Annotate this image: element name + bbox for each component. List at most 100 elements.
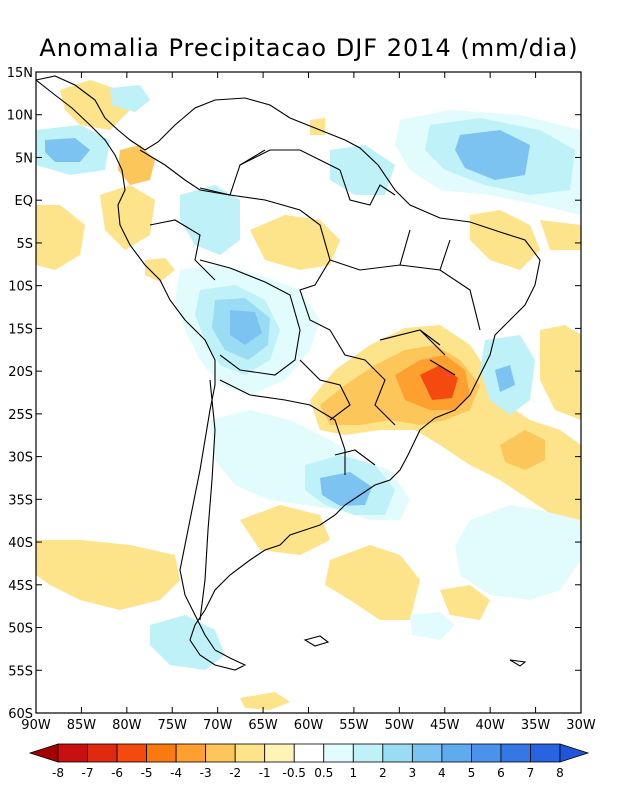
dry-patch-south-atlantic-2	[440, 585, 490, 620]
dry-patch-northeast-brazil	[470, 210, 540, 270]
lon-label: 60W	[294, 718, 324, 733]
dry-patch-pacific-equator	[36, 205, 85, 270]
colorbar-low-triangle	[28, 743, 59, 763]
lat-label: 40S	[8, 536, 33, 551]
colorbar-label: 0.5	[314, 766, 333, 780]
lat-label: 30S	[8, 451, 33, 466]
chile-border	[199, 379, 216, 621]
lat-label: 10S	[8, 280, 33, 295]
lat-label: 25S	[8, 408, 33, 423]
colorbar-swatch	[471, 743, 502, 763]
colorbar-label: -0.5	[283, 766, 306, 780]
dry-patch-ecuador	[100, 185, 155, 250]
coastlines-and-borders	[36, 75, 541, 671]
dry-patch-northwest-colombia-2	[118, 145, 155, 185]
colorbar-label: -5	[141, 766, 153, 780]
lon-label: 40W	[475, 718, 505, 733]
lat-label: 50S	[8, 622, 33, 637]
lon-label: 75W	[158, 718, 188, 733]
lon-label: 90W	[21, 718, 51, 733]
colorbar-swatch	[205, 743, 236, 763]
lon-label: 65W	[248, 718, 278, 733]
lon-label: 45W	[430, 718, 460, 733]
dry-patch-amazon	[250, 215, 340, 270]
colorbar-swatch	[116, 743, 147, 763]
colorbar-swatch	[411, 743, 443, 763]
colorbar-swatch	[323, 743, 354, 763]
wet-patch-atlantic-east-core	[495, 365, 515, 392]
map-title: Anomalia Precipitacao DJF 2014 (mm/dia)	[39, 34, 579, 62]
wet-patch-south-pacific	[410, 612, 455, 640]
lon-label: 55W	[339, 718, 369, 733]
peru-border	[149, 219, 216, 281]
bolivia-border	[199, 259, 301, 376]
lat-label: 5S	[16, 237, 33, 252]
venezuela-border	[239, 149, 341, 171]
south-america-coastline	[36, 75, 541, 671]
dry-patch-atlantic-north	[540, 220, 581, 250]
lat-label: EQ	[15, 194, 33, 209]
colorbar-swatch	[264, 743, 295, 763]
brazil-border	[199, 187, 396, 426]
dry-patch-patagonia-pacific	[36, 540, 180, 610]
lat-label: 20S	[8, 365, 33, 380]
colorbar: -8 -7 -6 -5 -4 -3 -2 -1 -0.5 0.5 1 2 3 4 5 6 7 8	[28, 743, 590, 780]
wet-patch-bolivia-core	[230, 310, 262, 345]
colorbar-label: 5	[468, 766, 476, 780]
lat-label: 45S	[8, 579, 33, 594]
wet-patch-pacific-north-core	[45, 138, 90, 162]
colorbar-label: 7	[527, 766, 535, 780]
colorbar-label: -1	[259, 766, 271, 780]
lat-label: 5N	[15, 151, 33, 166]
colorbar-label: -8	[52, 766, 64, 780]
colorbar-swatch	[57, 743, 88, 763]
colorbar-swatch	[87, 743, 118, 763]
dry-patch-chile-south	[240, 505, 330, 555]
dry-patch-atlantic-east	[500, 430, 545, 470]
colorbar-label: -2	[229, 766, 241, 780]
brazil-states	[329, 229, 481, 376]
wet-patch-caribbean	[110, 85, 150, 112]
wet-patch-guianas	[330, 145, 395, 195]
lat-label: 35S	[8, 493, 33, 508]
lon-label: 70W	[203, 718, 233, 733]
south-georgia	[509, 659, 527, 667]
colorbar-swatch	[382, 743, 413, 763]
lat-label: 55S	[8, 664, 33, 679]
colorbar-high-triangle	[559, 743, 590, 763]
lon-label: 85W	[67, 718, 97, 733]
colorbar-swatch	[175, 743, 207, 763]
lon-label: 50W	[385, 718, 415, 733]
colorbar-label: -6	[111, 766, 123, 780]
argentina-border	[219, 379, 346, 475]
colorbar-label: 6	[497, 766, 505, 780]
dry-patch-atlantic-east-2	[540, 325, 581, 420]
dry-patch-peru	[145, 258, 175, 282]
wet-patch-tierra-del-fuego	[150, 615, 225, 670]
colorbar-swatch	[500, 743, 531, 763]
dry-patch-south-atlantic	[325, 545, 420, 620]
colorbar-swatch	[441, 743, 472, 763]
colorbar-swatch	[234, 743, 266, 763]
dry-patch-far-south	[240, 692, 290, 710]
falklands	[303, 635, 330, 647]
lon-label: 35W	[521, 718, 551, 733]
colorbar-swatch	[530, 743, 561, 763]
colorbar-label: 4	[438, 766, 446, 780]
colorbar-swatch	[352, 743, 384, 763]
dry-patch-southeast-brazil-peak	[420, 365, 458, 400]
uruguay-border	[334, 449, 376, 466]
colorbar-label: -4	[170, 766, 182, 780]
lon-label: 80W	[112, 718, 142, 733]
colorbar-label: 8	[556, 766, 564, 780]
colorbar-label: 1	[349, 766, 357, 780]
colorbar-swatch	[146, 743, 177, 763]
colorbar-label: -7	[82, 766, 94, 780]
wet-patch-western-amazon	[180, 185, 240, 255]
anomaly-shading	[36, 80, 581, 710]
paraguay-border	[299, 359, 351, 421]
colorbar-label: -3	[200, 766, 212, 780]
lon-label: 30W	[566, 718, 596, 733]
guianas-border	[339, 169, 396, 206]
